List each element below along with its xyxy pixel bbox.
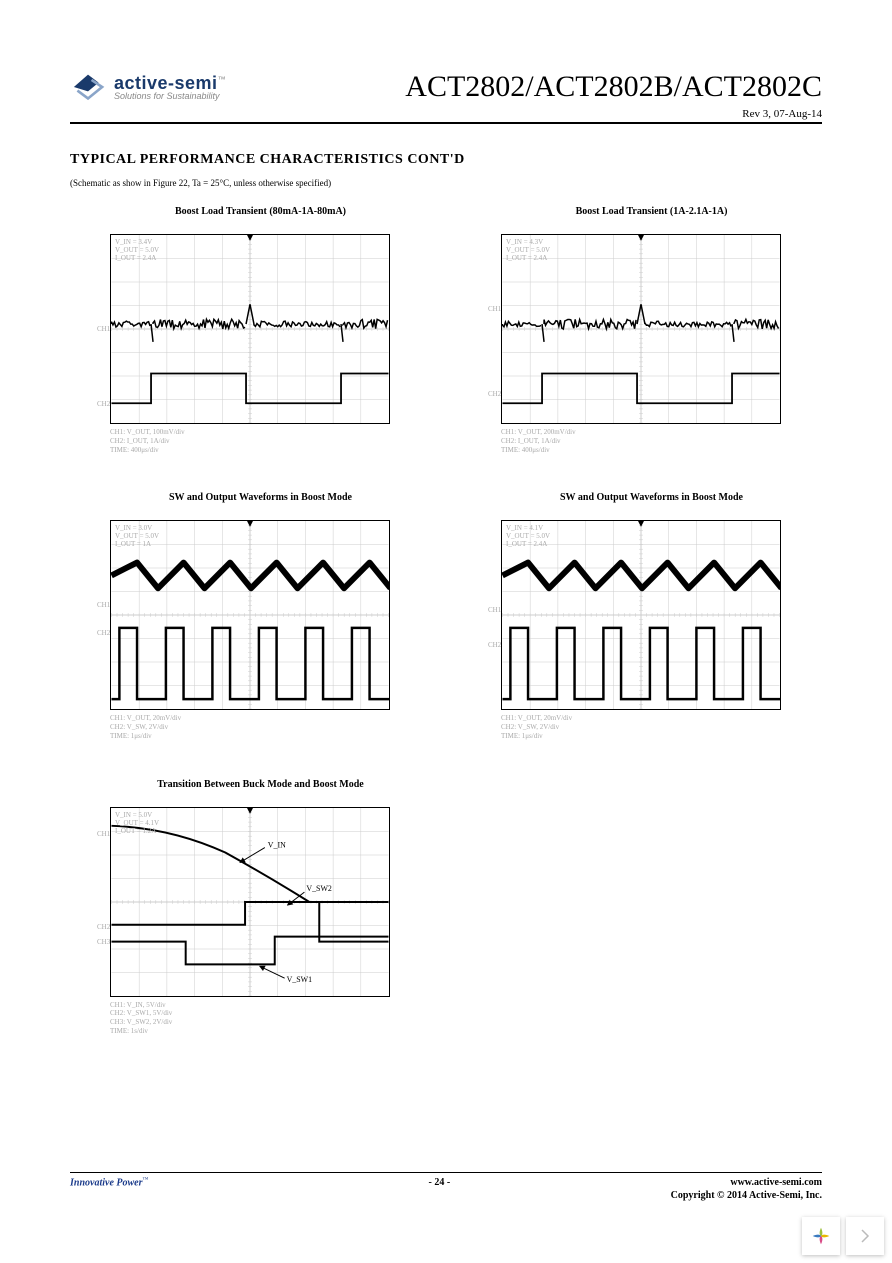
scope-channel-label: CH2 bbox=[488, 390, 501, 398]
scope-title: SW and Output Waveforms in Boost Mode bbox=[100, 492, 421, 516]
svg-text:V_SW2: V_SW2 bbox=[306, 884, 332, 893]
svg-text:V_SW1: V_SW1 bbox=[287, 975, 313, 984]
page-header: active-semi™ Solutions for Sustainabilit… bbox=[70, 70, 822, 104]
scope-channel-label: CH1 bbox=[97, 830, 110, 838]
footer-url: www.active-semi.com bbox=[730, 1177, 822, 1188]
chevron-right-icon bbox=[860, 1229, 870, 1243]
section-title: TYPICAL PERFORMANCE CHARACTERISTICS CONT… bbox=[70, 152, 822, 168]
scope-readout: CH1: V_IN, 5V/divCH2: V_SW1, 5V/divCH3: … bbox=[110, 1001, 421, 1036]
scope-params-overlay: V_IN = 4.1VV_OUT = 5.0VI_OUT = 2.4A bbox=[506, 524, 550, 548]
logo-tagline: Solutions for Sustainability bbox=[114, 92, 226, 101]
scope-channel-label: CH2 bbox=[97, 400, 110, 408]
logo-icon bbox=[70, 72, 106, 102]
scope-grid: Boost Load Transient (80mA-1A-80mA) CH1C… bbox=[70, 206, 822, 1036]
header-rule bbox=[70, 122, 822, 124]
scope-channel-label: CH1 bbox=[97, 601, 110, 609]
scope-channel-label: CH2 bbox=[97, 629, 110, 637]
scope-cell: Transition Between Buck Mode and Boost M… bbox=[100, 779, 421, 1036]
part-number-title: ACT2802/ACT2802B/ACT2802C bbox=[405, 70, 822, 104]
scope-params-overlay: V_IN = 3.0VV_OUT = 5.0VI_OUT = 1A bbox=[115, 524, 159, 548]
brand-widget-button[interactable] bbox=[802, 1217, 840, 1255]
footer-brand: Innovative Power™ bbox=[70, 1177, 148, 1188]
footer-copyright: Copyright © 2014 Active-Semi, Inc. bbox=[70, 1190, 822, 1201]
scope-cell: Boost Load Transient (1A-2.1A-1A) CH1CH2… bbox=[491, 206, 812, 454]
page-number: - 24 - bbox=[429, 1177, 451, 1188]
scope-title: Transition Between Buck Mode and Boost M… bbox=[100, 779, 421, 803]
next-page-button[interactable] bbox=[846, 1217, 884, 1255]
oscilloscope-screen: CH1CH2 V_IN = 3.4VV_OUT = 5.0VI_OUT = 2.… bbox=[110, 234, 390, 424]
scope-params-overlay: V_IN = 5.0VV_OUT = 4.1VI_OUT = 1.2A bbox=[115, 811, 159, 835]
scope-title: Boost Load Transient (1A-2.1A-1A) bbox=[491, 206, 812, 230]
scope-channel-label: CH3 bbox=[97, 938, 110, 946]
scope-cell: SW and Output Waveforms in Boost Mode CH… bbox=[491, 492, 812, 740]
revision-label: Rev 3, 07-Aug-14 bbox=[70, 108, 822, 120]
scope-params-overlay: V_IN = 3.4VV_OUT = 5.0VI_OUT = 2.4A bbox=[115, 238, 159, 262]
datasheet-page: active-semi™ Solutions for Sustainabilit… bbox=[0, 0, 892, 1036]
scope-params-overlay: V_IN = 4.3VV_OUT = 5.0VI_OUT = 2.4A bbox=[506, 238, 550, 262]
scope-cell-empty bbox=[491, 779, 812, 1036]
scope-readout: CH1: V_OUT, 200mV/divCH2: I_OUT, 1A/divT… bbox=[501, 428, 812, 454]
oscilloscope-screen: CH1CH2 V_IN = 4.3VV_OUT = 5.0VI_OUT = 2.… bbox=[501, 234, 781, 424]
footer-rule bbox=[70, 1172, 822, 1173]
scope-channel-label: CH2 bbox=[488, 641, 501, 649]
scope-cell: SW and Output Waveforms in Boost Mode CH… bbox=[100, 492, 421, 740]
scope-readout: CH1: V_OUT, 100mV/divCH2: I_OUT, 1A/divT… bbox=[110, 428, 421, 454]
section-note: (Schematic as show in Figure 22, Ta = 25… bbox=[70, 178, 822, 188]
scope-channel-label: CH2 bbox=[97, 923, 110, 931]
oscilloscope-screen: CH1CH2CH3 V_INV_SW2V_SW1 V_IN = 5.0VV_OU… bbox=[110, 807, 390, 997]
svg-text:V_IN: V_IN bbox=[268, 840, 286, 849]
oscilloscope-screen: CH1CH2 V_IN = 3.0VV_OUT = 5.0VI_OUT = 1A bbox=[110, 520, 390, 710]
viewer-controls bbox=[802, 1217, 884, 1255]
scope-channel-label: CH1 bbox=[488, 606, 501, 614]
scope-channel-label: CH1 bbox=[97, 325, 110, 333]
scope-title: Boost Load Transient (80mA-1A-80mA) bbox=[100, 206, 421, 230]
company-logo: active-semi™ Solutions for Sustainabilit… bbox=[70, 72, 226, 102]
page-footer: Innovative Power™ - 24 - www.active-semi… bbox=[70, 1172, 822, 1201]
scope-readout: CH1: V_OUT, 20mV/divCH2: V_SW, 2V/divTIM… bbox=[110, 714, 421, 740]
logo-text-main: active-semi™ bbox=[114, 74, 226, 92]
oscilloscope-screen: CH1CH2 V_IN = 4.1VV_OUT = 5.0VI_OUT = 2.… bbox=[501, 520, 781, 710]
scope-title: SW and Output Waveforms in Boost Mode bbox=[491, 492, 812, 516]
scope-cell: Boost Load Transient (80mA-1A-80mA) CH1C… bbox=[100, 206, 421, 454]
scope-channel-label: CH1 bbox=[488, 305, 501, 313]
scope-readout: CH1: V_OUT, 20mV/divCH2: V_SW, 2V/divTIM… bbox=[501, 714, 812, 740]
